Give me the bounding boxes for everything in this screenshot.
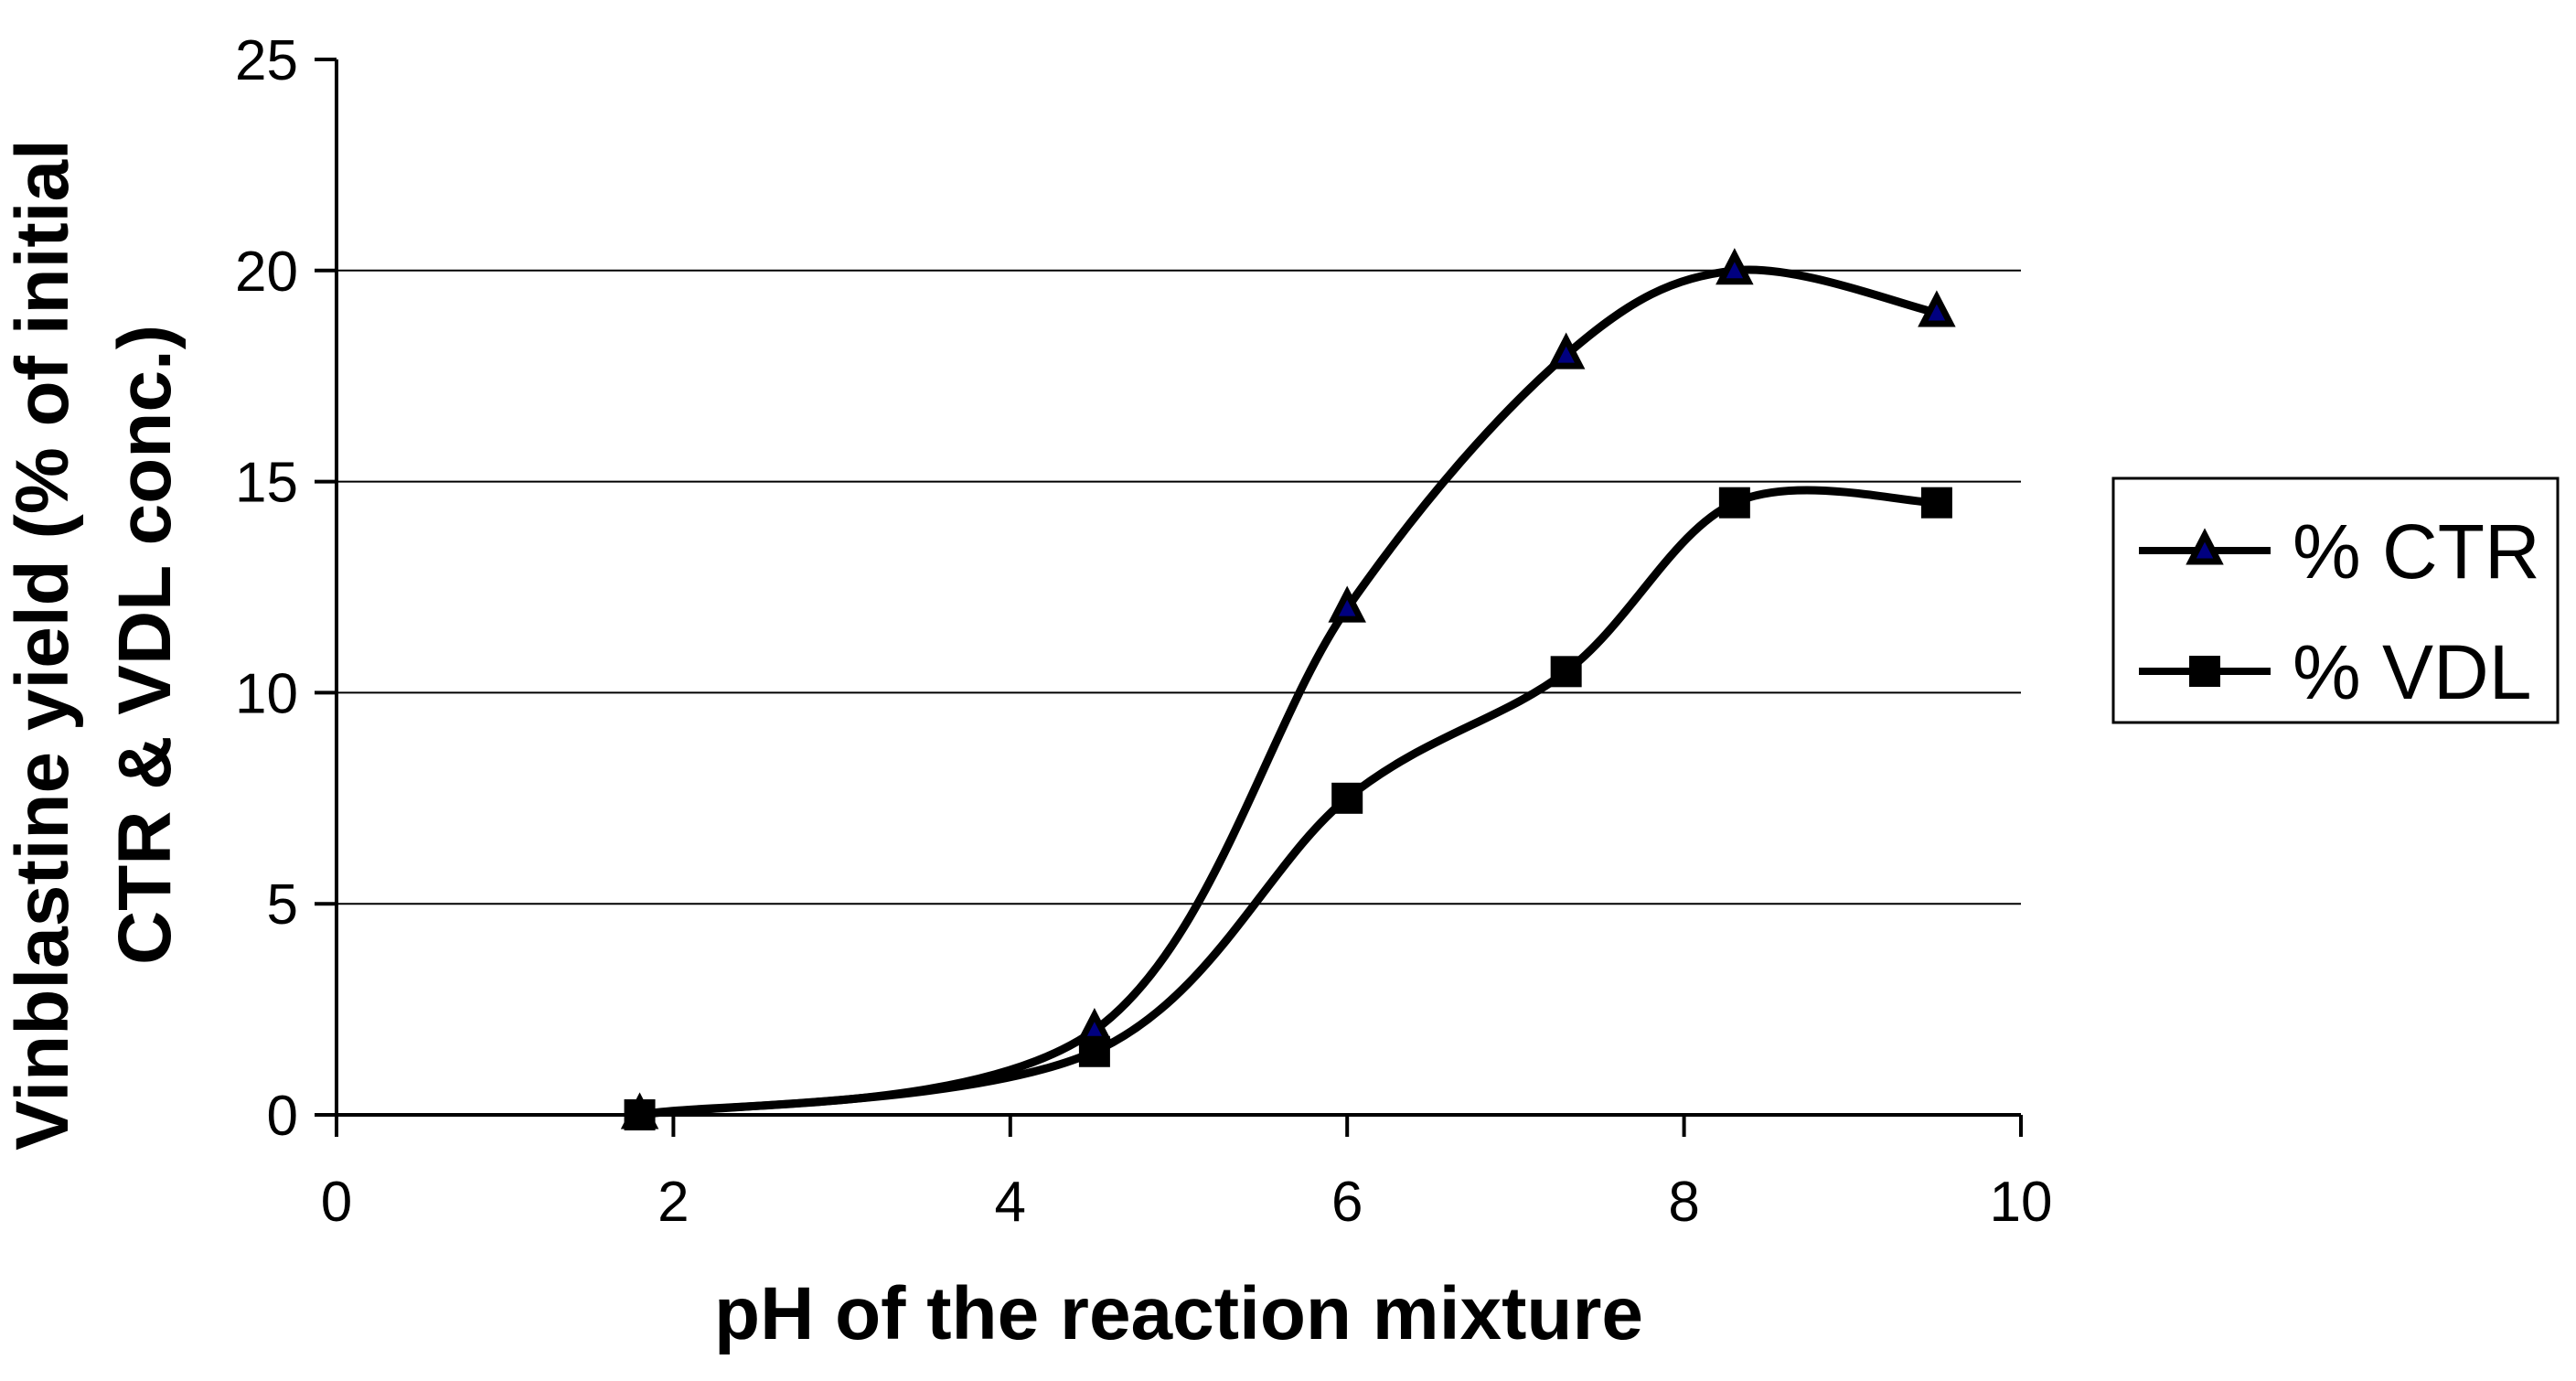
x-tick-label: 2: [657, 1171, 689, 1234]
data-point-marker: [1550, 656, 1582, 688]
legend-marker: [2186, 528, 2224, 565]
data-point-marker: [1331, 782, 1363, 814]
x-tick-label: 8: [1668, 1171, 1699, 1234]
data-point-marker: [1546, 332, 1586, 369]
axes: [335, 59, 2021, 1117]
legend-entry: % CTR: [2139, 509, 2540, 594]
y-tick-labels: 0 5 10 15 20 25: [235, 29, 298, 1148]
x-tick-labels: 0 2 4 6 8 10: [321, 1171, 2053, 1234]
data-point-marker: [1920, 487, 1952, 519]
y-axis-title: Vinblastine yield (% of initial CTR & VDL…: [1, 139, 187, 1151]
legend-label: % CTR: [2293, 509, 2540, 594]
legend-box: [2111, 476, 2560, 724]
series-vdl: [624, 486, 1952, 1130]
y-axis-title-line: Vinblastine yield (% of initial: [1, 139, 84, 1151]
y-axis-title-line: CTR & VDL conc.): [103, 325, 187, 965]
x-tick-label: 6: [1331, 1171, 1363, 1234]
series-ctr: [620, 248, 1956, 1129]
y-tick-label: 10: [235, 662, 298, 725]
series-group: [620, 248, 1956, 1130]
x-tick-label: 10: [1990, 1171, 2053, 1234]
x-axis-title: pH of the reaction mixture: [714, 1272, 1643, 1355]
y-tick-label: 5: [267, 873, 298, 937]
x-tick-label: 4: [995, 1171, 1026, 1234]
y-tick-label: 15: [235, 452, 298, 515]
legend: % CTR % VDL: [2111, 476, 2560, 724]
data-point-marker: [1328, 585, 1366, 623]
axis-ticks: [315, 58, 2023, 1137]
data-point-marker: [1718, 487, 1750, 519]
data-point-marker: [1716, 248, 1754, 285]
x-tick-label: 0: [321, 1171, 352, 1234]
y-tick-label: 20: [235, 241, 298, 304]
data-point-marker: [1078, 1035, 1110, 1067]
y-tick-label: 25: [235, 29, 298, 92]
legend-marker: [2189, 656, 2220, 687]
gridlines: [337, 269, 2021, 905]
legend-label: % VDL: [2293, 629, 2531, 715]
legend-entry: % VDL: [2139, 629, 2531, 715]
series-line: [636, 486, 1941, 1119]
data-point-marker: [624, 1099, 656, 1130]
data-point-marker: [1918, 290, 1956, 327]
y-tick-label: 0: [267, 1085, 298, 1148]
